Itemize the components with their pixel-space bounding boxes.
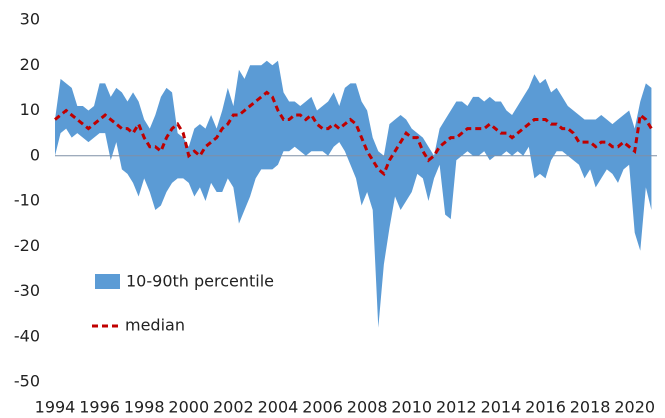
y-tick-label: 0 (30, 145, 40, 164)
x-tick-label: 1998 (124, 398, 165, 417)
x-tick-label: 2010 (391, 398, 432, 417)
y-tick-label: -20 (14, 236, 40, 255)
x-tick-label: 2014 (481, 398, 522, 417)
legend-label: median (125, 316, 185, 335)
x-tick-label: 2004 (258, 398, 299, 417)
y-tick-label: 20 (20, 55, 40, 74)
y-tick-label: -40 (14, 326, 40, 345)
x-tick-label: 2016 (525, 398, 566, 417)
x-tick-label: 2000 (168, 398, 209, 417)
y-tick-label: -50 (14, 372, 40, 391)
legend-swatch (95, 274, 120, 289)
x-tick-label: 2002 (213, 398, 254, 417)
x-tick-label: 2020 (614, 398, 655, 417)
y-tick-label: -30 (14, 281, 40, 300)
y-tick-label: 30 (20, 10, 40, 29)
median-line (54, 90, 653, 177)
x-tick-label: 2006 (302, 398, 343, 417)
x-tick-label: 2012 (436, 398, 477, 417)
x-tick-label: 2018 (570, 398, 611, 417)
x-tick-label: 1994 (35, 398, 76, 417)
y-tick-label: 10 (20, 100, 40, 119)
percentile-band (55, 60, 652, 328)
legend-label: 10-90th percentile (126, 272, 274, 291)
y-tick-label: -10 (14, 191, 40, 210)
x-tick-label: 2008 (347, 398, 388, 417)
x-tick-label: 1996 (79, 398, 120, 417)
